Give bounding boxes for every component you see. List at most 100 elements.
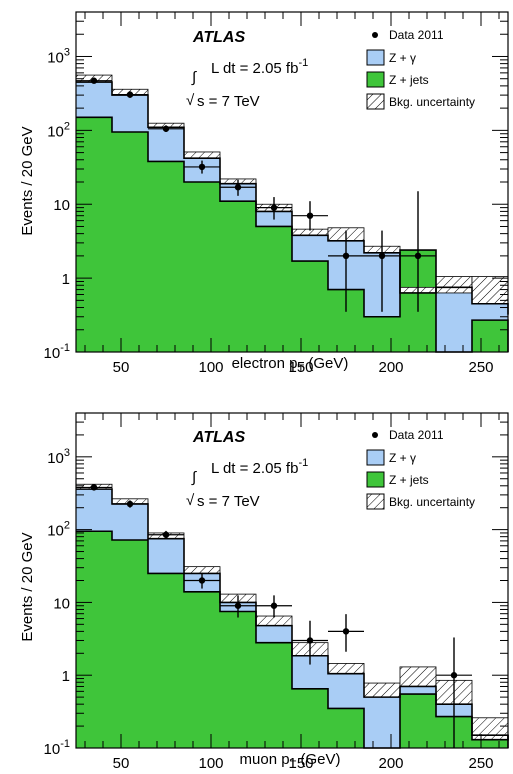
total-outline (76, 488, 509, 741)
data-point (162, 125, 170, 132)
data-point (198, 577, 206, 584)
electron-pt-panel: 50 100 150 200 250 10-1 1 10 102 103 Events / 20 … (19, 11, 509, 376)
uncertainty-band (471, 276, 509, 305)
y-tick-label: 10-1 (44, 342, 70, 362)
x-tick-label: 100 (198, 755, 223, 772)
data-point (90, 484, 98, 491)
x-tick-label: 100 (198, 359, 223, 376)
y-tick-label: 103 (47, 46, 70, 66)
y-tick-label: 10 (53, 595, 70, 612)
legend-zgamma-swatch (366, 49, 385, 66)
data-point (378, 252, 386, 260)
atlas-label: ATLAS (192, 29, 245, 46)
x-axis-title-main: electron p (232, 355, 298, 372)
data-point (342, 252, 350, 260)
legend-zgamma-label: Z + γ (389, 451, 416, 465)
x-tick-label: 200 (378, 755, 403, 772)
atlas-label-group: ATLAS ∫ L dt = 2.05 fb-1 √ s = 7 TeV (186, 29, 308, 110)
y-tick-label: 10 (53, 197, 70, 214)
data-point (126, 500, 134, 508)
legend: Data 2011 Z + γ Z + jets Bkg. uncertaint… (366, 428, 475, 510)
zjets-bar (256, 226, 292, 352)
legend-data-marker (372, 32, 378, 38)
energy-label: s = 7 TeV (197, 93, 260, 110)
legend-unc-label: Bkg. uncertainty (389, 495, 475, 509)
zgamma-bar (364, 697, 400, 748)
histogram-bars (75, 74, 509, 353)
uncertainty-band (435, 276, 473, 294)
muon-pt-panel: 50 100 150 200 250 10-1 1 10 102 103 Events / 20 … (19, 412, 509, 772)
legend-zjets-swatch (366, 471, 385, 488)
x-tick-label: 50 (113, 755, 130, 772)
uncertainty-band (327, 663, 365, 675)
zjets-bar (472, 320, 508, 352)
uncertainty-band (183, 566, 221, 574)
legend-unc-swatch (366, 93, 385, 110)
total-outline (76, 81, 509, 315)
histogram-bars (75, 483, 509, 749)
data-points (76, 77, 436, 312)
zjets-bar (400, 694, 436, 748)
legend-data-label: Data 2011 (389, 28, 444, 42)
data-point (234, 602, 242, 609)
data-point (234, 184, 242, 191)
x-tick-label: 250 (468, 359, 493, 376)
data-points (76, 484, 472, 748)
y-tick-label: 102 (47, 120, 70, 140)
uncertainty-band (363, 682, 401, 698)
sqrt-icon: √ (186, 92, 195, 109)
y-tick-label: 10-1 (44, 738, 70, 758)
zjets-outline (76, 530, 509, 749)
x-tick-label: 50 (113, 359, 130, 376)
zjets-bar (184, 182, 220, 352)
lumi-label: L dt = 2.05 fb-1 (211, 457, 308, 477)
data-point (198, 163, 206, 171)
zjets-bar (220, 201, 256, 352)
legend-zgamma-swatch (366, 449, 385, 466)
zjets-bar (292, 261, 328, 352)
uncertainty-band (399, 666, 437, 687)
x-axis-title-sub: T (297, 363, 304, 375)
legend-data-marker (372, 432, 378, 438)
legend: Data 2011 Z + γ Z + jets Bkg. uncertaint… (366, 28, 475, 110)
y-tick-label: 1 (62, 668, 70, 685)
legend-data-label: Data 2011 (389, 428, 444, 442)
uncertainty-band (183, 151, 221, 159)
x-tick-label: 150 (288, 359, 313, 376)
sqrt-icon: √ (186, 492, 195, 509)
lumi-label-exp: -1 (298, 57, 308, 69)
uncertainty-band (471, 717, 509, 741)
zjets-bar (364, 316, 400, 352)
y-tick-label: 102 (47, 520, 70, 540)
x-axis-title: electron pT (GeV) (232, 355, 349, 375)
legend-unc-label: Bkg. uncertainty (389, 95, 475, 109)
x-tick-label: 250 (468, 755, 493, 772)
data-point (342, 628, 350, 635)
x-axis-title-unit: (GeV) (296, 751, 340, 768)
legend-zjets-swatch (366, 71, 385, 88)
lumi-integral-icon: ∫ (191, 69, 198, 86)
data-point (162, 531, 170, 538)
zjets-bar (112, 540, 148, 748)
zjets-bar (292, 688, 328, 748)
zjets-bar (328, 708, 364, 748)
legend-zjets-label: Z + jets (389, 73, 429, 87)
data-point (306, 212, 314, 219)
zgamma-bar (436, 287, 472, 352)
zjets-bar (220, 611, 256, 748)
data-point (414, 252, 422, 260)
data-point (126, 91, 134, 98)
y-axis-title: Events / 20 GeV (19, 532, 36, 641)
axes: 50 100 150 200 250 10-1 1 10 102 103 (44, 11, 509, 376)
data-point (270, 204, 278, 211)
zjets-bar (256, 642, 292, 748)
energy-label: s = 7 TeV (197, 493, 260, 510)
data-point (90, 77, 98, 84)
zjets-bar (148, 573, 184, 748)
x-axis-title-sub: T (290, 759, 297, 771)
zjets-bar (148, 161, 184, 352)
zjets-bar (76, 531, 112, 748)
lumi-label-main: L dt = 2.05 fb (211, 460, 298, 477)
data-point (450, 672, 458, 679)
